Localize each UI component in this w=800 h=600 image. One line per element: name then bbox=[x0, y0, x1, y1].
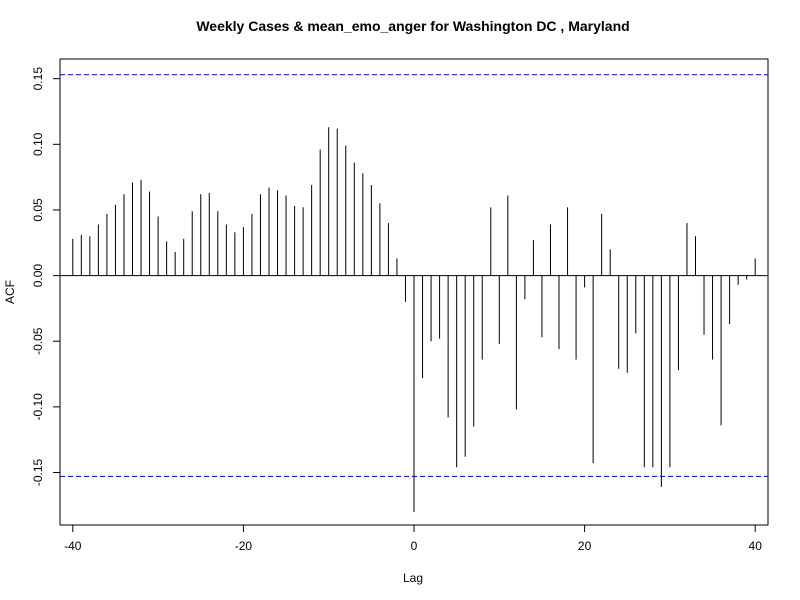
y-tick-label: -0.15 bbox=[31, 458, 45, 486]
x-tick-label: -20 bbox=[235, 539, 253, 553]
chart-title: Weekly Cases & mean_emo_anger for Washin… bbox=[196, 18, 629, 34]
y-tick-label: 0.15 bbox=[31, 67, 45, 91]
x-axis-label: Lag bbox=[403, 571, 423, 585]
y-tick-label: 0.05 bbox=[31, 198, 45, 222]
x-tick-label: -40 bbox=[64, 539, 82, 553]
y-tick-label: 0.10 bbox=[31, 132, 45, 156]
x-tick-label: 40 bbox=[749, 539, 763, 553]
y-tick-label: 0.00 bbox=[31, 264, 45, 288]
y-axis-label: ACF bbox=[3, 280, 17, 304]
y-tick-label: -0.10 bbox=[31, 393, 45, 421]
x-tick-label: 0 bbox=[411, 539, 418, 553]
plot-area: -40 -20 0 20 40 -0.15 -0.10 -0.05 0.00 0.05 0.10 0.… bbox=[31, 67, 768, 553]
y-tick-label: -0.05 bbox=[31, 327, 45, 355]
x-tick-label: 20 bbox=[578, 539, 592, 553]
